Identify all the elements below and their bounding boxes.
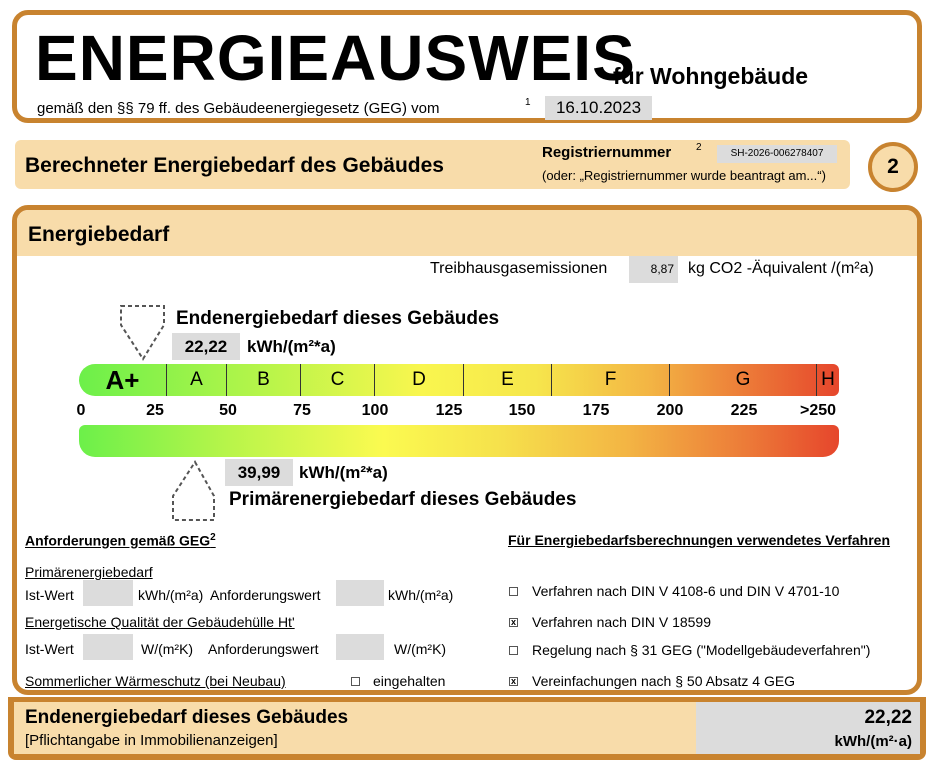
registration-sup: 2 bbox=[696, 142, 702, 153]
tick-250: >250 bbox=[799, 402, 837, 419]
primary-energy-unit: kWh/(m²*a) bbox=[299, 463, 388, 482]
energy-title: Energiebedarf bbox=[28, 223, 170, 246]
registration-hint: (oder: „Registriernummer wurde beantragt… bbox=[542, 168, 826, 183]
ghg-value: 8,87 bbox=[629, 256, 678, 283]
document-subtitle: für Wohngebäude bbox=[613, 63, 809, 89]
anf-label-1: Anforderungswert bbox=[210, 587, 321, 603]
method-checkbox-2[interactable]: x bbox=[509, 617, 518, 627]
class-a: A bbox=[166, 364, 226, 396]
page-number: 2 bbox=[868, 142, 918, 192]
end-energy-arrow-icon bbox=[120, 305, 165, 361]
registration-label: Registriernummer bbox=[542, 144, 672, 161]
requirements-title: Anforderungen gemäß GEG2 bbox=[25, 532, 216, 549]
unit-wmk-2: W/(m²K) bbox=[394, 641, 447, 657]
primary-energy-value: 39,99 bbox=[225, 459, 293, 486]
issue-date: 16.10.2023 bbox=[545, 96, 652, 120]
unit-wmk-1: W/(m²K) bbox=[141, 641, 194, 657]
tick-100: 100 bbox=[361, 402, 389, 419]
primary-requirement-label: Primärenergiebedarf bbox=[25, 564, 153, 580]
primary-anf-field[interactable] bbox=[336, 580, 384, 606]
footer-unit: kWh/(m²·a) bbox=[834, 733, 913, 750]
envelope-label: Energetische Qualität der Gebäudehülle H… bbox=[25, 614, 295, 630]
ist-label-1: Ist-Wert bbox=[25, 587, 74, 603]
tick-200: 200 bbox=[656, 402, 684, 419]
method-label-4: Vereinfachungen nach § 50 Absatz 4 GEG bbox=[532, 673, 796, 689]
registration-number: SH-2026-006278407 bbox=[717, 145, 837, 163]
primary-energy-arrow-icon bbox=[172, 460, 215, 521]
summer-kept-label: eingehalten bbox=[373, 673, 446, 689]
method-checkbox-3[interactable] bbox=[509, 646, 518, 655]
primary-scale-bar bbox=[79, 425, 839, 457]
end-energy-value: 22,22 bbox=[172, 333, 240, 360]
end-energy-label: Endenergiebedarf dieses Gebäudes bbox=[176, 308, 500, 329]
method-label-2: Verfahren nach DIN V 18599 bbox=[532, 614, 712, 630]
methods-title: Für Energiebedarfsberechnungen verwendet… bbox=[508, 532, 891, 548]
tick-225: 225 bbox=[730, 402, 758, 419]
footer-value: 22,22 bbox=[864, 707, 912, 728]
summer-checkbox[interactable] bbox=[351, 677, 360, 686]
unit-kwh-2: kWh/(m²a) bbox=[388, 587, 454, 603]
legal-basis: gemäß den §§ 79 ff. des Gebäudeenergiege… bbox=[37, 100, 440, 117]
class-a-plus: A+ bbox=[105, 365, 140, 395]
tick-25: 25 bbox=[146, 402, 164, 419]
document-title: ENERGIEAUSWEIS bbox=[35, 22, 636, 94]
footer-band: Endenergiebedarf dieses Gebäudes [Pflich… bbox=[14, 702, 696, 754]
end-energy-unit: kWh/(m²*a) bbox=[247, 337, 336, 356]
footer-note: [Pflichtangabe in Immobilienanzeigen] bbox=[25, 732, 278, 749]
energy-scale-bar: A+ A B C D E F G H bbox=[79, 364, 839, 396]
ghg-unit: kg CO2 -Äquivalent /(m²a) bbox=[688, 260, 874, 277]
class-d: D bbox=[374, 364, 463, 396]
tick-175: 175 bbox=[582, 402, 610, 419]
header-box: ENERGIEAUSWEIS für Wohngebäude gemäß den… bbox=[12, 10, 922, 123]
tick-150: 150 bbox=[508, 402, 536, 419]
method-checkbox-4[interactable]: x bbox=[509, 676, 518, 686]
tick-50: 50 bbox=[219, 402, 237, 419]
footer-value-box: 22,22 kWh/(m²·a) bbox=[696, 702, 920, 754]
anf-label-2: Anforderungswert bbox=[208, 641, 319, 657]
class-c: C bbox=[300, 364, 374, 396]
section-band: Berechneter Energiebedarf des Gebäudes R… bbox=[15, 140, 850, 189]
class-g: G bbox=[669, 364, 816, 396]
envelope-anf-field[interactable] bbox=[336, 634, 384, 660]
ghg-label: Treibhausgasemissionen bbox=[430, 260, 608, 277]
tick-125: 125 bbox=[435, 402, 463, 419]
tick-75: 75 bbox=[293, 402, 311, 419]
footnote-marker: 1 bbox=[525, 97, 531, 108]
footer-title: Endenergiebedarf dieses Gebäudes bbox=[25, 707, 349, 728]
class-e: E bbox=[463, 364, 551, 396]
class-b: B bbox=[226, 364, 300, 396]
energy-header bbox=[17, 210, 917, 256]
method-label-3: Regelung nach § 31 GEG ("Modellgebäudeve… bbox=[532, 642, 871, 658]
primary-ist-field[interactable] bbox=[83, 580, 133, 606]
method-checkbox-1[interactable] bbox=[509, 587, 518, 596]
tick-0: 0 bbox=[76, 402, 86, 419]
method-label-1: Verfahren nach DIN V 4108-6 und DIN V 47… bbox=[532, 583, 840, 599]
class-f: F bbox=[551, 364, 669, 396]
page-number-text: 2 bbox=[887, 155, 899, 178]
ist-label-2: Ist-Wert bbox=[25, 641, 74, 657]
primary-energy-label: Primärenergiebedarf dieses Gebäudes bbox=[229, 489, 577, 510]
unit-kwh-1: kWh/(m²a) bbox=[138, 587, 204, 603]
envelope-ist-field[interactable] bbox=[83, 634, 133, 660]
section-title: Berechneter Energiebedarf des Gebäudes bbox=[25, 154, 444, 177]
class-h: H bbox=[816, 364, 839, 396]
summer-label: Sommerlicher Wärmeschutz (bei Neubau) bbox=[25, 673, 286, 689]
